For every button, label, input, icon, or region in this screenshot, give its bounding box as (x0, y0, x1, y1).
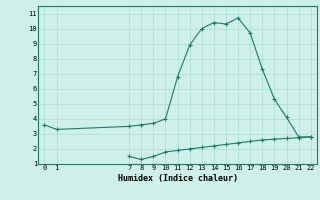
X-axis label: Humidex (Indice chaleur): Humidex (Indice chaleur) (118, 174, 238, 183)
